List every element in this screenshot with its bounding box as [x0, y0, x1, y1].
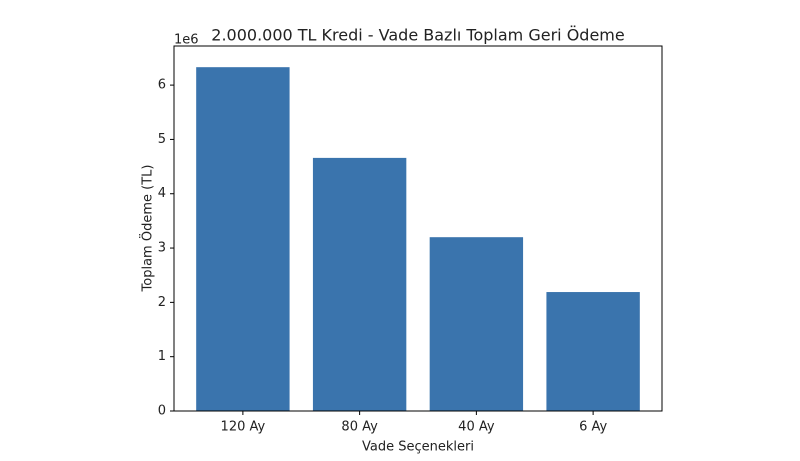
y-tick-label: 3 [158, 241, 166, 256]
bar [546, 292, 640, 411]
y-tick-label: 6 [158, 78, 166, 93]
y-tick-label: 0 [158, 404, 166, 419]
y-offset-label: 1e6 [174, 33, 199, 48]
x-tick-label: 40 Ay [458, 420, 495, 435]
x-axis-label: Vade Seçenekleri [362, 440, 474, 455]
bar [196, 67, 290, 411]
y-tick-label: 4 [158, 186, 166, 201]
plot-frame [173, 45, 663, 412]
bar [312, 157, 407, 411]
x-tick-label: 80 Ay [341, 420, 378, 435]
bar [429, 237, 524, 411]
y-axis-label: Toplam Ödeme (TL) [139, 165, 156, 293]
y-tick-label: 5 [158, 132, 166, 147]
x-tick-label: 6 Ay [579, 420, 607, 435]
chart-title: 2.000.000 TL Kredi - Vade Bazlı Toplam G… [211, 26, 624, 45]
y-tick-label: 1 [158, 349, 166, 364]
x-tick-label: 120 Ay [221, 420, 266, 435]
y-tick-label: 2 [158, 295, 166, 310]
